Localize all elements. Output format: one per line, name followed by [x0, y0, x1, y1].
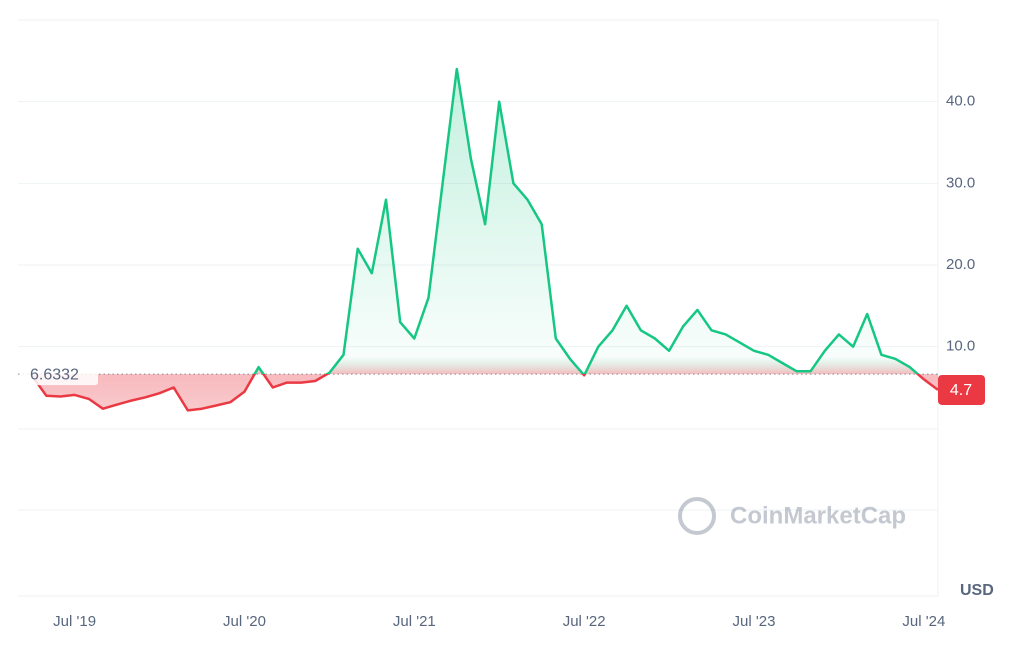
area-fill [32, 69, 938, 411]
y-tick-label: 10.0 [946, 338, 975, 355]
x-tick-label: Jul '20 [223, 613, 266, 630]
last-price-tag [938, 374, 985, 405]
y-tick-label: 20.0 [946, 256, 975, 273]
x-tick-label: Jul '23 [733, 613, 776, 630]
baseline-label-bg [22, 363, 98, 386]
currency-label: USD [960, 582, 994, 599]
y-tick-label: 30.0 [946, 174, 975, 191]
x-tick-label: Jul '21 [393, 613, 436, 630]
x-tick-label: Jul '22 [563, 613, 606, 630]
y-tick-label: 40.0 [946, 93, 975, 110]
baseline-label: 6.6332 [30, 366, 79, 383]
last-price-label: 4.7 [950, 382, 972, 399]
watermark-text: CoinMarketCap [730, 502, 906, 529]
x-tick-label: Jul '24 [902, 613, 945, 630]
price-line [31, 67, 939, 412]
watermark: CoinMarketCap [678, 497, 906, 535]
x-tick-label: Jul '19 [53, 613, 96, 630]
